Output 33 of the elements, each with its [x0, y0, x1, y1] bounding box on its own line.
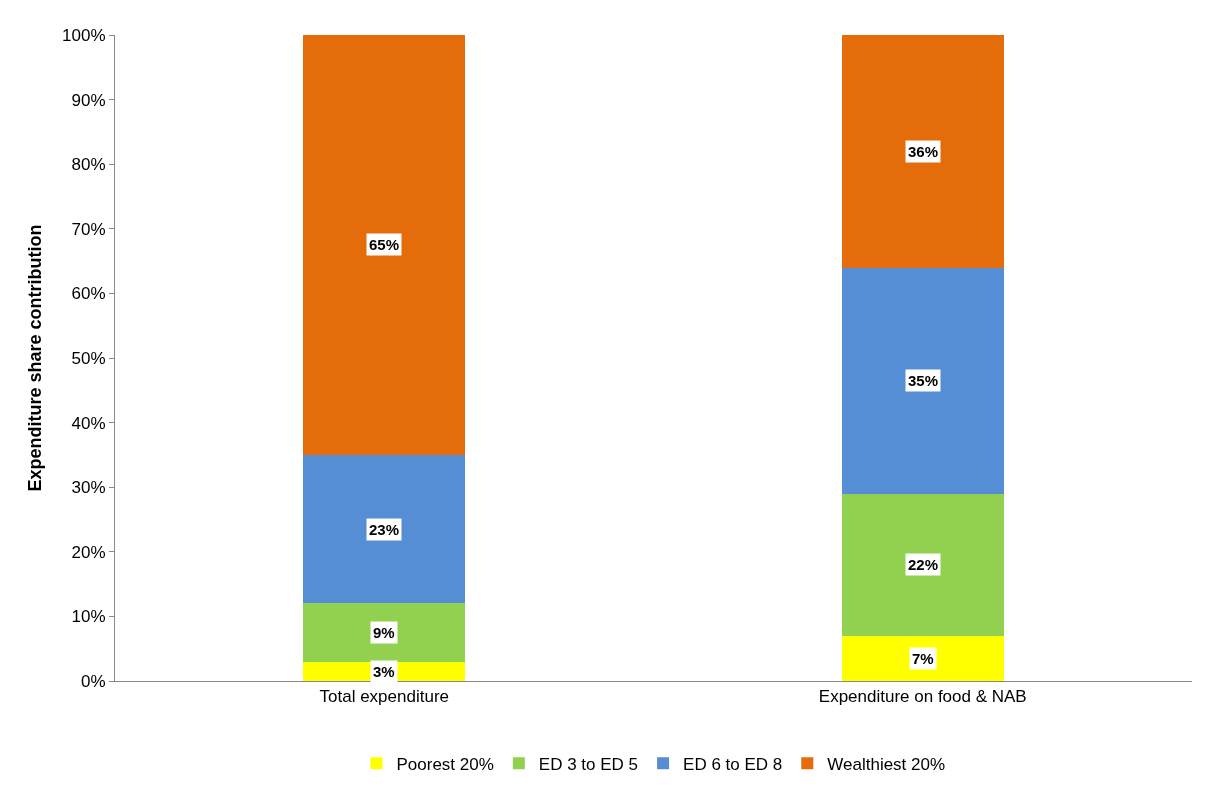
data-label: 3% [373, 663, 395, 680]
y-tick-label: 0% [81, 671, 106, 691]
bar [303, 454, 466, 604]
y-tick-label: 90% [71, 90, 106, 110]
data-label: 23% [369, 521, 400, 538]
y-tick-label: 30% [71, 478, 106, 498]
bar [841, 635, 1004, 681]
y-tick-label: 100% [62, 25, 106, 45]
x-tick-label: Total expenditure [319, 687, 449, 707]
legend-label: Poorest 20% [396, 754, 494, 774]
data-label: 65% [369, 236, 400, 253]
data-label: 9% [373, 624, 395, 641]
bar [303, 603, 466, 662]
y-tick-label: 50% [71, 348, 106, 368]
legend-label: ED 3 to ED 5 [538, 754, 639, 774]
y-tick-label: 10% [71, 607, 106, 627]
data-label: 36% [908, 143, 939, 160]
y-tick-label: 80% [71, 155, 106, 175]
data-label: 7% [912, 650, 934, 667]
y-axis-title: Expenditure share contribution [25, 224, 46, 492]
bar [841, 35, 1004, 268]
y-tick-label: 60% [71, 284, 106, 304]
data-label: 35% [908, 372, 939, 389]
x-tick-label: Expenditure on food & NAB [818, 687, 1027, 707]
y-tick-label: 20% [71, 542, 106, 562]
bar [841, 267, 1004, 494]
legend-label: Wealthiest 20% [827, 754, 946, 774]
y-tick-label: 70% [71, 219, 106, 239]
legend-label: ED 6 to ED 8 [683, 754, 783, 774]
y-tick-label: 40% [71, 413, 106, 433]
bar [841, 493, 1004, 636]
data-label: 22% [908, 556, 939, 573]
bar [303, 35, 466, 455]
